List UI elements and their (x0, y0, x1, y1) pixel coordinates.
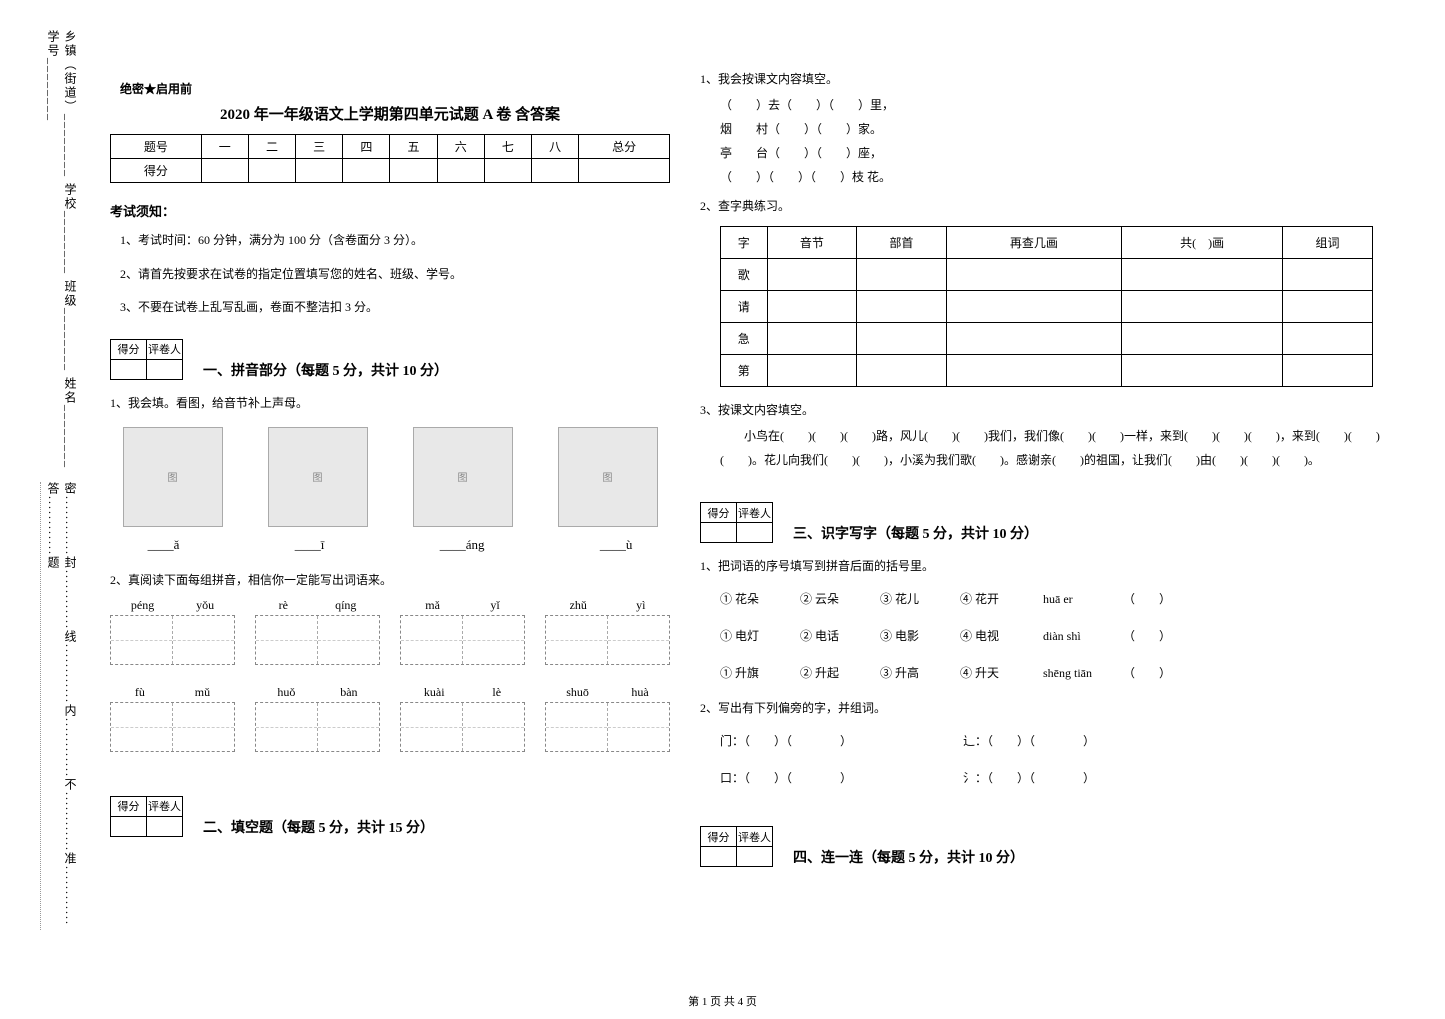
section-title: 四、连一连（每题 5 分，共计 10 分） (793, 847, 1024, 867)
exam-title: 2020 年一年级语文上学期第四单元试题 A 卷 含答案 (110, 103, 670, 124)
image-placeholder: 图 (268, 427, 368, 527)
image-placeholder: 图 (413, 427, 513, 527)
notice-line: 2、请首先按要求在试卷的指定位置填写您的姓名、班级、学号。 (120, 264, 670, 286)
table-row: 得分 (111, 159, 670, 183)
fill-line: （ ）去（ ）（ ）里， (720, 93, 1380, 117)
section-3-header: 得分评卷人 三、识字写字（每题 5 分，共计 10 分） (700, 502, 1380, 543)
option-line: ① 花朵② 云朵③ 花儿④ 花开 huā er（ ） (720, 590, 1380, 607)
seal-line-text: 密............封............线............内… (40, 482, 79, 930)
section-title: 三、识字写字（每题 5 分，共计 10 分） (793, 523, 1038, 543)
fill-line: （ ）（ ）（ ）枝 花。 (720, 165, 1380, 189)
image-placeholder: 图 (558, 427, 658, 527)
section-title: 二、填空题（每题 5 分，共计 15 分） (203, 817, 434, 837)
section-1-header: 得分评卷人 一、拼音部分（每题 5 分，共计 10 分） (110, 339, 670, 380)
table-row: 请 (721, 291, 1373, 323)
question-text: 1、把词语的序号填写到拼音后面的括号里。 (700, 557, 1380, 574)
notice-line: 1、考试时间：60 分钟，满分为 100 分（含卷面分 3 分）。 (120, 230, 670, 252)
grader-box: 得分评卷人 (700, 502, 773, 543)
question-text: 3、按课文内容填空。 (700, 401, 1380, 418)
left-column: 绝密★启用前 2020 年一年级语文上学期第四单元试题 A 卷 含答案 题号 一… (110, 30, 670, 843)
grader-box: 得分评卷人 (700, 826, 773, 867)
image-placeholder: 图 (123, 427, 223, 527)
image-row: 图 图 图 图 (110, 427, 670, 527)
section-title: 一、拼音部分（每题 5 分，共计 10 分） (203, 360, 448, 380)
question-text: 1、我会填。看图，给音节补上声母。 (110, 394, 670, 411)
fill-line: 亭 台（ ）（ ）座， (720, 141, 1380, 165)
radical-line: 门：（ ）（ ） 辶：（ ）（ ） (720, 732, 1380, 749)
table-row: 第 (721, 355, 1373, 387)
pinyin-row: péngyǒu rèqíng mǎyǐ zhǔyì (110, 598, 670, 665)
fill-line: 烟 村（ ）（ ）家。 (720, 117, 1380, 141)
table-row: 题号 一 二 三 四 五 六 七 八 总分 (111, 135, 670, 159)
question-text: 2、真阅读下面每组拼音，相信你一定能写出词语来。 (110, 571, 670, 588)
section-4-header: 得分评卷人 四、连一连（每题 5 分，共计 10 分） (700, 826, 1380, 867)
question-text: 2、写出有下列偏旁的字，并组词。 (700, 699, 1380, 716)
score-table: 题号 一 二 三 四 五 六 七 八 总分 得分 (110, 134, 670, 183)
right-column: 1、我会按课文内容填空。 （ ）去（ ）（ ）里， 烟 村（ ）（ ）家。 亭 … (700, 30, 1380, 873)
dictionary-table: 字 音节 部首 再查几画 共( )画 组词 歌 请 急 第 (720, 226, 1373, 387)
page-footer: 第 1 页 共 4 页 (0, 993, 1445, 1009)
radical-line: 口：（ ）（ ） 氵：（ ）（ ） (720, 769, 1380, 786)
secret-label: 绝密★启用前 (120, 80, 670, 97)
notice-heading: 考试须知： (110, 201, 670, 220)
option-line: ① 电灯② 电话③ 电影④ 电视 diàn shì（ ） (720, 627, 1380, 644)
grader-box: 得分评卷人 (110, 796, 183, 837)
table-row: 急 (721, 323, 1373, 355)
fill-paragraph: 小鸟在( )( )( )路，风儿( )( )我们，我们像( )( )一样，来到(… (720, 424, 1380, 472)
score-row-label: 题号 (111, 135, 202, 159)
score-row-label: 得分 (111, 159, 202, 183)
section-2-header: 得分评卷人 二、填空题（每题 5 分，共计 15 分） (110, 796, 670, 837)
question-text: 2、查字典练习。 (700, 197, 1380, 214)
table-row: 歌 (721, 259, 1373, 291)
grader-box: 得分评卷人 (110, 339, 183, 380)
pinyin-answers: ____ǎ ____ī ____áng ____ù (110, 537, 670, 553)
notice-line: 3、不要在试卷上乱写乱画，卷面不整洁扣 3 分。 (120, 297, 670, 319)
student-fields: 乡镇（街道）________ 学校________ 班级________ 姓名_… (40, 30, 79, 482)
option-line: ① 升旗② 升起③ 升高④ 升天 shēng tiān（ ） (720, 664, 1380, 681)
table-row: 字 音节 部首 再查几画 共( )画 组词 (721, 227, 1373, 259)
binding-margin: 乡镇（街道）________ 学校________ 班级________ 姓名_… (40, 30, 79, 930)
pinyin-row: fùmǔ huǒbàn kuàilè shuōhuà (110, 685, 670, 752)
question-text: 1、我会按课文内容填空。 (700, 70, 1380, 87)
